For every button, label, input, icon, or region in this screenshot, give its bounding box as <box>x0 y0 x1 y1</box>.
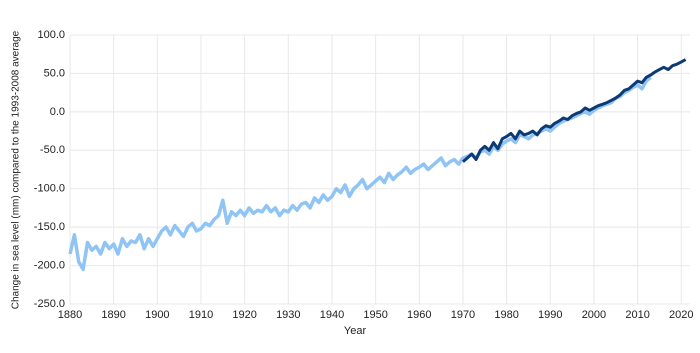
y-tick-label: -250.0 <box>34 298 65 310</box>
x-tick-label: 1960 <box>407 309 431 321</box>
y-tick-label: -200.0 <box>34 259 65 271</box>
x-tick-label: 2020 <box>669 309 693 321</box>
y-tick-label: 50.0 <box>44 67 65 79</box>
x-tick-label: 1890 <box>101 309 125 321</box>
y-tick-label: -50.0 <box>40 144 65 156</box>
y-axis-label: Change in sea level (mm) compared to the… <box>11 30 22 309</box>
series-line <box>68 75 652 272</box>
x-tick-label: 1970 <box>451 309 475 321</box>
x-axis-label: Year <box>344 325 367 337</box>
y-tick-label: 100.0 <box>37 29 65 41</box>
x-tick-label: 2000 <box>582 309 606 321</box>
y-tick-label: 0.0 <box>50 106 65 118</box>
x-tick-label: 1940 <box>320 309 344 321</box>
x-tick-label: 1950 <box>363 309 387 321</box>
x-tick-label: 1990 <box>538 309 562 321</box>
y-tick-label: -100.0 <box>34 183 65 195</box>
x-tick-label: 1880 <box>58 309 82 321</box>
x-tick-label: 1910 <box>189 309 213 321</box>
x-tick-label: 1920 <box>232 309 256 321</box>
x-tick-label: 1980 <box>494 309 518 321</box>
x-tick-label: 2010 <box>625 309 649 321</box>
x-tick-label: 1930 <box>276 309 300 321</box>
series-line <box>462 58 687 163</box>
x-tick-label: 1900 <box>145 309 169 321</box>
y-tick-label: -150.0 <box>34 221 65 233</box>
